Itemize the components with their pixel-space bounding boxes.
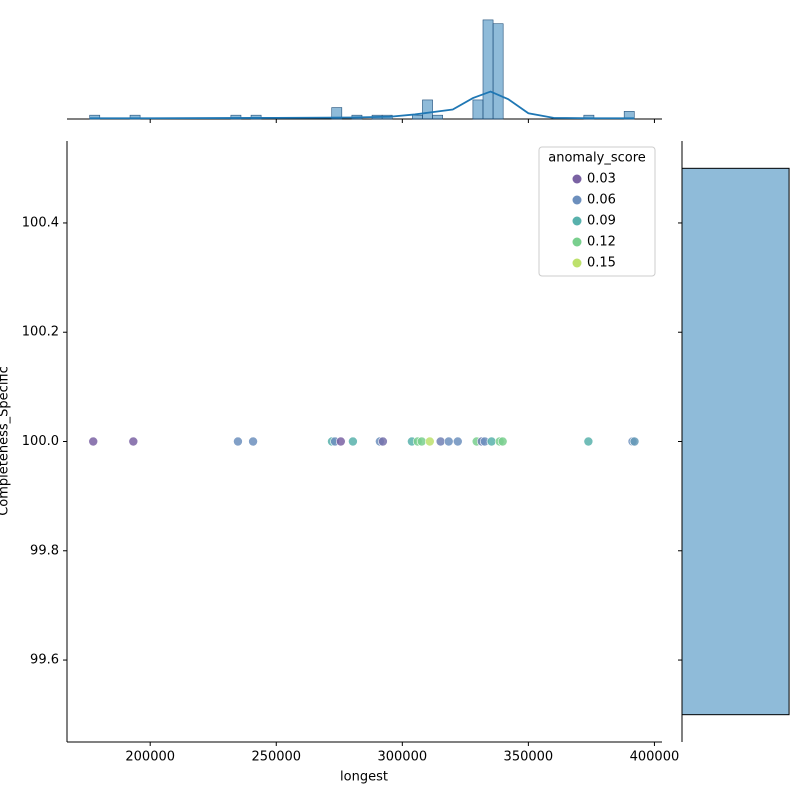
point — [416, 436, 427, 447]
x-tick-label: 300000 — [377, 750, 427, 765]
x-tick-label: 250000 — [251, 750, 301, 765]
point — [233, 436, 243, 447]
histogram-bar — [482, 19, 494, 120]
y-tick-label: 100.0 — [22, 434, 59, 449]
y-axis-label: Completeness_Specific — [0, 366, 12, 516]
kde-line — [89, 90, 635, 120]
point — [497, 436, 508, 447]
legend-marker — [572, 216, 582, 226]
legend-marker — [572, 195, 582, 205]
y-tick-label: 99.8 — [30, 543, 59, 558]
histogram-bar — [422, 99, 433, 120]
legend-marker — [572, 237, 582, 247]
x-tick-label: 200000 — [125, 750, 175, 765]
point — [88, 436, 99, 447]
point — [443, 436, 454, 447]
y-tick-label: 100.2 — [22, 325, 59, 340]
point — [452, 436, 463, 447]
point — [486, 436, 497, 447]
legend-marker — [572, 258, 582, 268]
legend-box — [538, 146, 656, 277]
x-axis-label: longest — [340, 770, 388, 785]
legend-label: 0.03 — [587, 172, 616, 187]
legend-marker — [572, 174, 582, 184]
y-tick-label: 100.4 — [22, 215, 59, 230]
point — [435, 436, 446, 447]
point — [583, 436, 594, 447]
point — [348, 436, 358, 447]
histogram-bar — [492, 23, 504, 120]
x-tick-label: 400000 — [630, 750, 680, 765]
point — [336, 436, 346, 447]
legend-label: 0.09 — [587, 214, 616, 229]
histogram-bar — [412, 114, 423, 120]
y-tick-label: 99.6 — [30, 653, 59, 668]
point — [378, 436, 388, 447]
point — [128, 436, 139, 447]
point — [629, 436, 640, 447]
histogram-bar — [472, 99, 484, 120]
point — [248, 436, 258, 447]
legend-label: 0.12 — [587, 235, 616, 250]
legend-label: 0.15 — [587, 256, 616, 271]
histogram-bar — [681, 167, 790, 716]
legend-label: 0.06 — [587, 193, 616, 208]
histogram-bar — [432, 114, 443, 120]
x-tick-label: 350000 — [504, 750, 554, 765]
point — [424, 436, 435, 447]
legend-title: anomaly_score — [548, 151, 646, 166]
histogram-bar — [331, 107, 343, 120]
